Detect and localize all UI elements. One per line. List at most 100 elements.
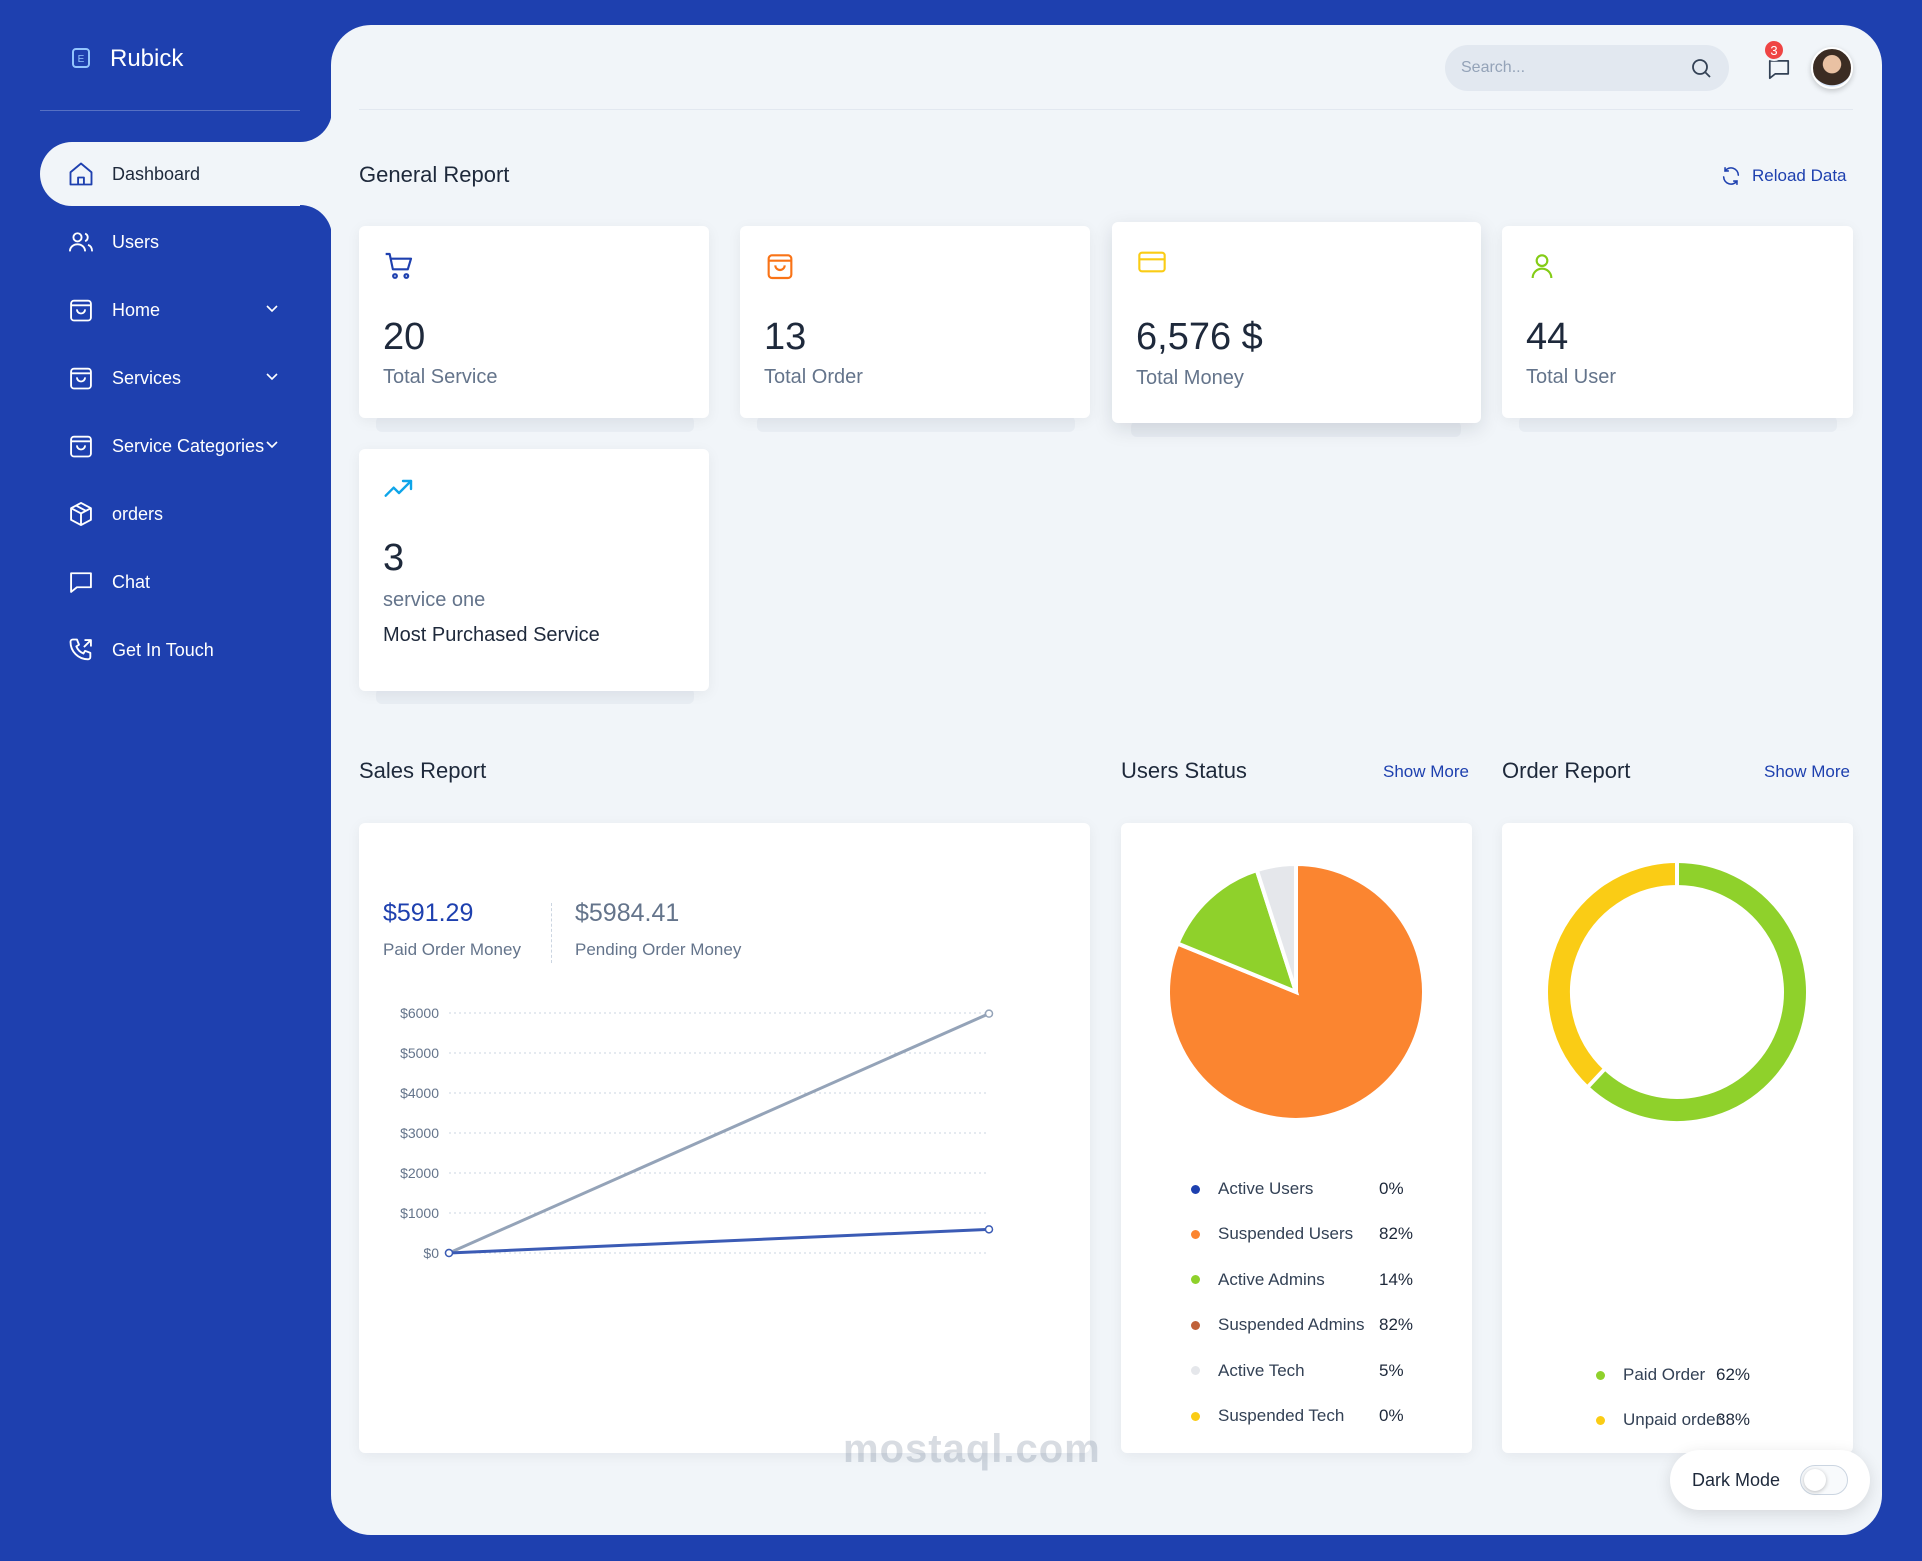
sidebar-item-services[interactable]: Services [40,346,332,410]
bag-icon [767,254,793,280]
legend-item: Suspended Tech 0% [1191,1406,1431,1426]
logo-icon: E [66,44,96,74]
legend-label: Active Admins [1218,1269,1325,1289]
sidebar-item-users[interactable]: Users [40,210,332,274]
legend-dot [1191,1411,1200,1421]
legend-value: 5% [1379,1360,1404,1380]
users-status-pie-chart [1166,861,1426,1122]
data-point [984,1009,994,1018]
stat-value: 44 [1526,316,1569,358]
order-report-card: Paid Order 62% Unpaid order 38% [1502,823,1853,1453]
y-tick-label: $4000 [400,1085,439,1101]
paid-order-label: Paid Order Money [383,940,521,959]
legend-label: Suspended Admins [1218,1315,1365,1335]
active-item-curve [300,205,332,247]
user-icon [1531,254,1553,279]
brand[interactable]: E Rubick [66,44,183,74]
trending-up-icon [384,479,413,497]
stat-label: Total Service [383,366,498,388]
notifications-button[interactable] [1759,49,1799,89]
sidebar: E Rubick Dashboard Users Home [0,0,332,1561]
sales-line-chart: $0$1000$2000$3000$4000$5000$6000Paid Ord… [400,1005,994,1261]
phone-icon [66,635,96,665]
dark-mode-toggle[interactable] [1800,1465,1848,1495]
sidebar-item-get-in-touch[interactable]: Get In Touch [40,618,332,682]
reload-icon [1722,166,1740,186]
card-shadow [1131,421,1461,437]
pending-order-label: Pending Order Money [575,940,742,959]
legend-item: Suspended Admins 82% [1191,1315,1431,1335]
search-icon[interactable] [1689,56,1713,80]
legend-dot [1191,1320,1200,1330]
chevron-down-icon [266,441,278,449]
dark-mode-switch[interactable]: Dark Mode [1670,1450,1870,1510]
paid-order-value: $591.29 [383,899,474,927]
legend-item: Active Users 0% [1191,1179,1431,1199]
sidebar-item-orders[interactable]: orders [40,482,332,546]
divider [40,110,306,111]
y-tick-label: $1000 [400,1205,439,1221]
order-report-show-more[interactable]: Show More [1764,762,1850,781]
stat-card-total-order[interactable]: 13 Total Order [740,226,1090,418]
sidebar-item-label: Get In Touch [112,639,214,660]
users-status-show-more[interactable]: Show More [1383,762,1469,781]
stat-card-most-purchased[interactable]: 3 service one Most Purchased Service [359,449,709,691]
bag-icon [66,431,96,461]
stat-label: Total User [1526,366,1617,388]
legend-value: 0% [1379,1179,1404,1198]
sidebar-item-dashboard[interactable]: Dashboard [40,142,332,206]
sidebar-item-home[interactable]: Home [40,278,332,342]
legend-label: Active Users [1218,1179,1314,1198]
data-point [984,1225,994,1234]
legend-item: Suspended Users 82% [1191,1224,1431,1244]
stat-value: 20 [383,316,426,358]
sidebar-item-label: Home [112,299,161,320]
credit-card-icon [1138,251,1166,273]
bag-icon [66,295,96,325]
sidebar-item-label: Dashboard [112,163,201,184]
sidebar-item-chat[interactable]: Chat [40,550,332,614]
search-bar[interactable] [1445,45,1729,91]
chevron-down-icon [266,305,278,313]
legend-item: Active Tech 5% [1191,1361,1431,1381]
watermark: mostaql.com [843,1427,1101,1471]
reload-data-button[interactable]: Reload Data [1720,165,1847,187]
legend-dot [1191,1275,1200,1285]
users-status-card: Active Users 0% Suspended Users 82% Active A… [1121,823,1472,1453]
pending-order-value: $5984.41 [575,899,680,927]
notification-badge: 3 [1763,39,1785,61]
sales-report-card: $591.29 Paid Order Money $5984.41 Pendin… [359,823,1090,1453]
stat-label: Total Money [1136,367,1244,389]
donut-slice [1548,863,1678,1087]
divider [359,109,1853,110]
stat-card-total-user[interactable]: 44 Total User [1502,226,1853,418]
legend-label: Unpaid order [1623,1410,1722,1429]
legend-value: 14% [1379,1269,1414,1289]
stat-card-total-money[interactable]: 6,576 $ Total Money [1112,222,1481,423]
legend-dot [1596,1370,1605,1380]
y-tick-label: $6000 [400,1005,439,1021]
donut-separator [1585,1066,1608,1090]
legend-label: Active Tech [1218,1360,1305,1380]
card-shadow [757,416,1075,432]
reload-data-label: Reload Data [1752,166,1847,185]
series-line [448,1012,990,1255]
search-input[interactable] [1461,59,1689,77]
stat-sub-label: service one [383,589,486,611]
chat-icon [1768,60,1790,80]
sidebar-item-service-categories[interactable]: Service Categories [40,414,332,478]
stat-value: 3 [383,537,405,579]
legend-value: 0% [1379,1406,1404,1425]
sidebar-nav: Dashboard Users Home Services [40,142,332,686]
y-tick-label: $5000 [400,1045,439,1061]
cart-icon [385,252,413,279]
main-content: 3 General Report Reload Data 20 Total Se… [331,25,1882,1535]
stat-card-total-service[interactable]: 20 Total Service [359,226,709,418]
stat-value: 6,576 $ [1136,316,1263,358]
donut-slice [1588,863,1806,1121]
legend-dot [1191,1366,1200,1376]
legend-label: Suspended Tech [1218,1406,1345,1425]
data-point [444,1248,454,1258]
y-tick-label: $0 [423,1245,439,1261]
avatar[interactable] [1811,47,1853,89]
